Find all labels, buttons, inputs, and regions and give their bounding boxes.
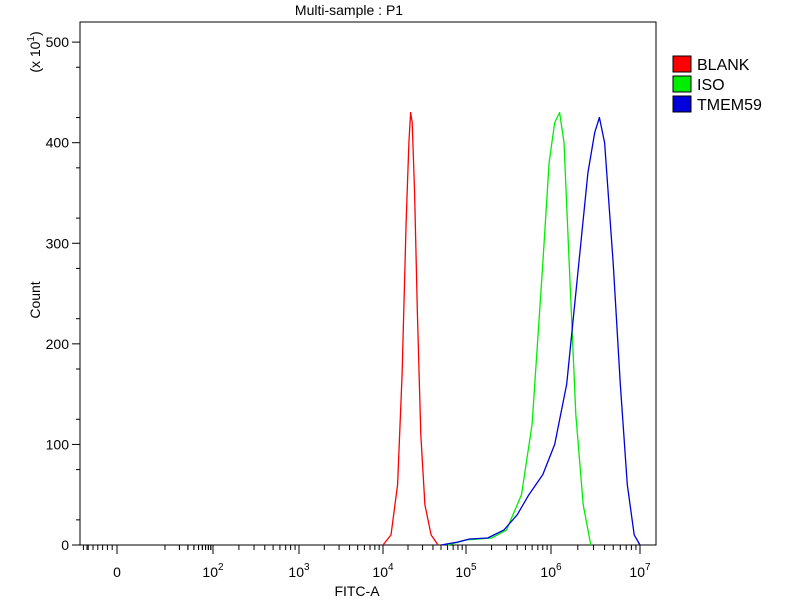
x-tick-label: 102 (202, 562, 224, 580)
series-line-blank (382, 111, 439, 546)
x-tick-label: 106 (540, 562, 562, 580)
y-axis-ticks: 0 100 200 300 400 500 (46, 34, 80, 553)
plot-frame (79, 21, 657, 546)
y-multiplier-prefix: (x 10 (27, 41, 43, 72)
y-tick-label: 0 (61, 537, 69, 553)
y-tick-label: 200 (46, 336, 70, 352)
x-tick-label: 103 (288, 562, 310, 580)
legend-swatch-iso (672, 75, 692, 93)
y-axis-title: Count (27, 281, 43, 318)
y-multiplier-suffix: ) (27, 31, 43, 36)
x-tick-label: 104 (372, 562, 394, 580)
legend-swatch-blank (672, 55, 692, 73)
series-lines (382, 111, 641, 546)
legend-label-blank: BLANK (697, 57, 750, 74)
y-axis-label: Count (27, 281, 43, 318)
x-axis-title: FITC-A (334, 583, 380, 599)
y-multiplier-exponent: 1 (26, 36, 37, 42)
series-line-tmem59 (440, 116, 641, 546)
y-tick-label: 100 (46, 436, 70, 452)
y-tick-label: 500 (46, 34, 70, 50)
y-tick-label: 300 (46, 235, 70, 251)
legend-swatch-tmem59 (672, 95, 692, 113)
legend-label-tmem59: TMEM59 (697, 97, 762, 114)
series-line-iso (447, 111, 592, 546)
x-tick-label: 107 (629, 562, 651, 580)
x-tick-label: 0 (113, 564, 121, 580)
chart-title: Multi-sample : P1 (295, 2, 403, 18)
y-tick-label: 400 (46, 135, 70, 151)
y-axis-multiplier: (x 101) (26, 31, 43, 72)
legend-label-iso: ISO (697, 77, 725, 94)
y-multiplier-text: (x 101) (26, 31, 43, 72)
legend: BLANK ISO TMEM59 (672, 55, 762, 114)
x-axis-ticks: 0 102 103 104 105 106 107 (82, 545, 651, 580)
x-tick-label: 105 (455, 562, 477, 580)
